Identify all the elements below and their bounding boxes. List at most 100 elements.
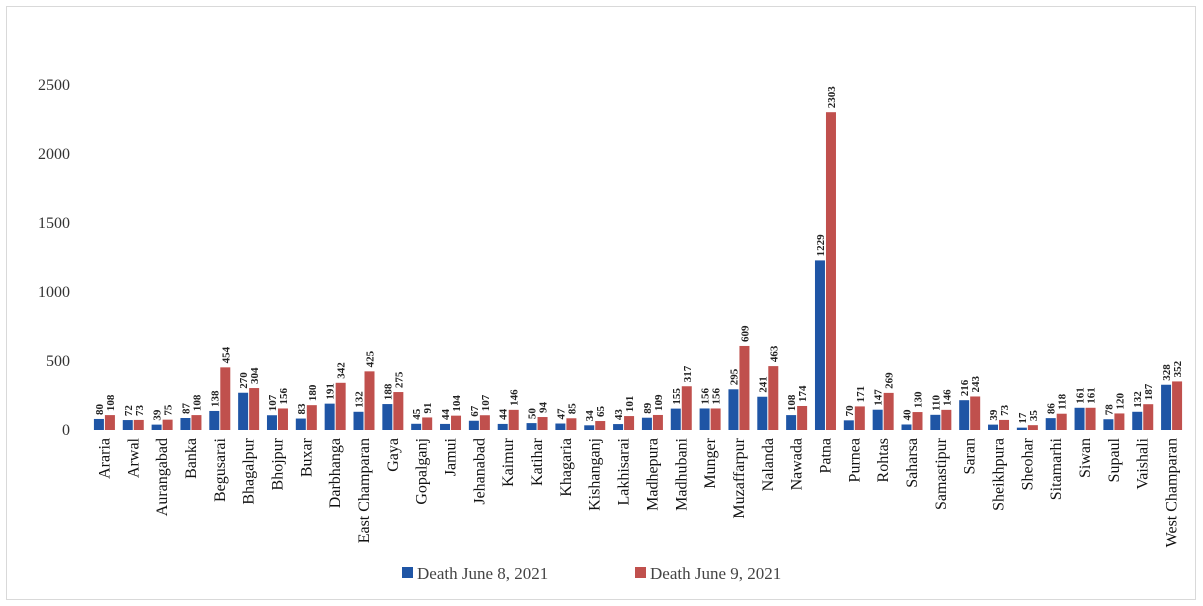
category-label: West Champaran — [1164, 438, 1181, 547]
bar-june9 — [970, 396, 981, 430]
legend-swatch — [635, 567, 646, 578]
data-label: 342 — [336, 362, 348, 379]
bar-june8 — [584, 425, 595, 430]
bar-june9 — [825, 112, 836, 430]
data-label: 78 — [1103, 404, 1115, 416]
bar-june8 — [526, 423, 537, 430]
bar-june9 — [1056, 413, 1067, 430]
bar-june9 — [479, 415, 490, 430]
data-label: 191 — [325, 383, 337, 400]
category-label: Sheikhpura — [991, 438, 1008, 511]
data-label: 328 — [1161, 364, 1173, 381]
bar-june9 — [191, 415, 202, 430]
bar-june9 — [768, 366, 779, 430]
bar-june8 — [930, 414, 941, 430]
y-tick-label: 1500 — [38, 215, 70, 232]
data-label: 241 — [757, 376, 769, 393]
category-label: Bhagalpur — [241, 437, 258, 504]
data-label: 47 — [555, 408, 567, 420]
bar-june9 — [1027, 425, 1038, 430]
bar-june9 — [364, 371, 375, 430]
category-label: Rohtas — [875, 438, 892, 482]
y-tick-label: 0 — [62, 422, 70, 439]
bar-june8 — [1045, 418, 1056, 430]
data-label: 39 — [988, 409, 1000, 421]
bar-june8 — [728, 389, 739, 430]
data-label: 146 — [941, 389, 953, 406]
category-label: Madhepura — [644, 438, 661, 511]
bar-june8 — [353, 411, 364, 430]
bar-june9 — [451, 415, 462, 430]
category-label: Siwan — [1077, 438, 1094, 478]
bar-june8 — [1016, 427, 1027, 430]
data-label: 138 — [209, 390, 221, 407]
bar-june9 — [797, 405, 808, 430]
category-label: Muzaffarpur — [731, 437, 748, 518]
bar-june9 — [999, 419, 1010, 430]
data-label: 243 — [970, 375, 982, 392]
y-tick-label: 2500 — [38, 77, 70, 94]
bar-june9 — [854, 406, 865, 430]
bar-june8 — [814, 260, 825, 430]
data-label: 295 — [728, 368, 740, 385]
category-label: Kaimur — [500, 437, 517, 487]
bar-june8 — [872, 409, 883, 430]
bar-june9 — [652, 414, 663, 430]
bar-june9 — [624, 416, 635, 430]
category-label: Jamui — [443, 437, 460, 476]
data-label: 161 — [1075, 387, 1087, 404]
bar-june8 — [295, 418, 306, 430]
bar-june8 — [122, 420, 133, 430]
data-label: 44 — [440, 408, 452, 420]
category-label: Kishanganj — [587, 438, 604, 511]
data-label: 101 — [624, 396, 636, 413]
category-label: East Champaran — [356, 438, 373, 543]
bar-june9 — [1085, 407, 1096, 430]
data-label: 270 — [238, 372, 250, 389]
bar-june9 — [883, 392, 894, 430]
data-label: 108 — [105, 394, 117, 411]
bar-june9 — [249, 388, 260, 430]
data-label: 425 — [365, 350, 377, 367]
data-label: 91 — [422, 402, 434, 413]
bar-june8 — [1074, 407, 1085, 430]
data-label: 161 — [1086, 387, 1098, 404]
bar-june8 — [613, 424, 624, 430]
data-label: 2303 — [826, 86, 838, 109]
y-tick-label: 2000 — [38, 146, 70, 163]
category-label: Samastipur — [933, 437, 950, 510]
bar-june9 — [537, 417, 548, 430]
category-label: Bhojpur — [269, 437, 286, 490]
data-label: 188 — [382, 383, 394, 400]
data-label: 120 — [1114, 392, 1126, 409]
bar-june9 — [306, 405, 317, 430]
data-label: 180 — [307, 384, 319, 401]
y-tick-label: 1000 — [38, 284, 70, 301]
category-label: Jehanabad — [471, 438, 488, 505]
data-label: 187 — [1143, 383, 1155, 400]
data-label: 94 — [538, 402, 550, 414]
data-label: 130 — [913, 391, 925, 408]
data-label: 107 — [480, 394, 492, 411]
data-label: 45 — [411, 408, 423, 420]
category-label: Supaul — [1106, 437, 1123, 482]
data-label: 454 — [220, 346, 232, 363]
data-label: 132 — [354, 391, 366, 408]
bar-june8 — [1103, 419, 1114, 430]
data-label: 87 — [180, 402, 192, 414]
data-label: 43 — [613, 409, 625, 421]
bar-june8 — [641, 417, 652, 430]
category-label: Begusarai — [212, 437, 229, 502]
category-label: Munger — [702, 437, 719, 488]
bar-june8 — [468, 420, 479, 430]
data-label: 156 — [700, 387, 712, 404]
category-label: Darbhanga — [327, 438, 344, 508]
bar-june8 — [151, 424, 162, 430]
data-label: 50 — [527, 408, 539, 420]
category-label: Gaya — [385, 438, 402, 472]
data-label: 73 — [999, 404, 1011, 416]
data-label: 107 — [267, 394, 279, 411]
bar-june9 — [566, 418, 577, 430]
category-label: Buxar — [298, 437, 315, 477]
